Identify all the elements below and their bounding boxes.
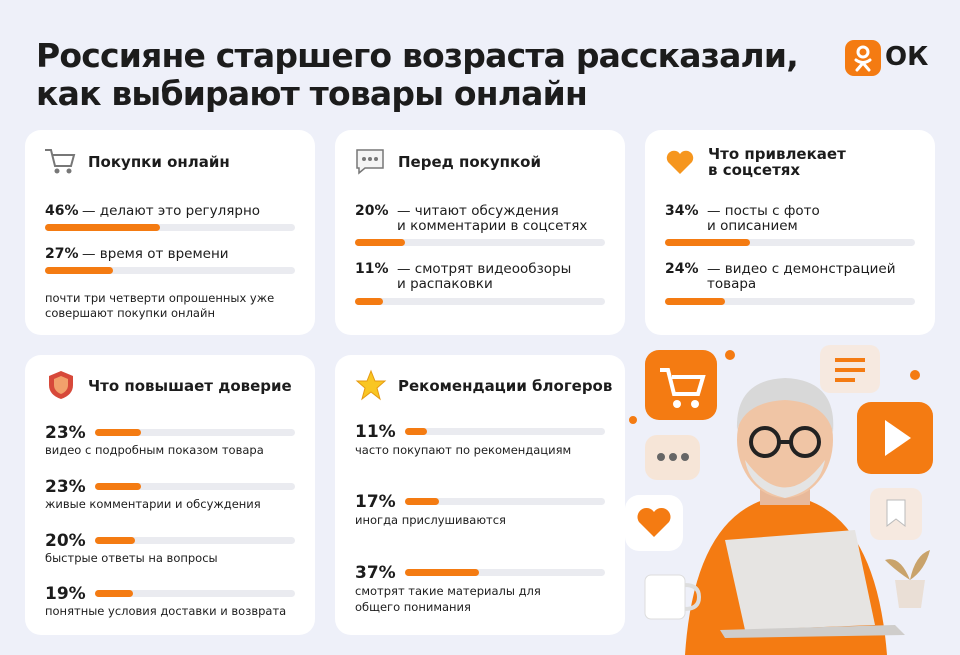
item-text: видео с подробным показом товара [45,443,264,457]
item-text: общего понимания [355,600,471,614]
bar [95,483,141,490]
item-text: и описанием [707,218,798,234]
item-text: — видео с демонстрацией [707,261,896,277]
bar-track [405,498,605,505]
bar-track [45,224,295,231]
bar-track [355,298,605,305]
card-title: Рекомендации блогеров [398,377,613,395]
icon-shield [49,371,73,399]
title-line: Россияне старшего возраста рассказали, [36,36,799,75]
bar [95,429,141,436]
item-text: — время от времени [82,246,229,262]
bar-track [95,483,295,490]
bar-track [405,569,605,576]
title-line: как выбирают товары онлайн [36,74,588,113]
percent: 11% [355,261,389,277]
note: совершают покупки онлайн [45,306,215,320]
bar-track [665,239,915,246]
card-title: Что привлекает [708,145,846,163]
card: Что повышает доверие 23% видео с подробн… [25,355,315,635]
bar-track [665,298,915,305]
card: Покупки онлайн 46% — делают это регулярн… [25,130,315,335]
bar [405,428,427,435]
item-text: и распаковки [397,276,493,292]
percent: 27% [45,246,79,262]
bar [95,537,135,544]
percent: 11% [355,422,396,442]
bar [95,590,133,597]
bar [45,224,160,231]
illustration [625,345,933,655]
logo-text: ОК [885,42,929,72]
percent: 37% [355,563,396,583]
icon-chat [356,149,384,175]
card-title: Что повышает доверие [88,377,292,395]
card: Перед покупкой 20% — читают обсуждения и… [335,130,625,335]
bar-track [95,590,295,597]
item-text: — посты с фото [707,203,820,219]
card-title: в соцсетях [708,161,801,179]
bar [45,267,113,274]
item-text: товара [707,276,757,292]
percent: 20% [355,203,389,219]
bar [355,239,405,246]
percent: 23% [45,423,86,443]
bar-track [355,239,605,246]
item-text: живые комментарии и обсуждения [45,497,261,511]
item-text: быстрые ответы на вопросы [45,551,218,565]
percent: 20% [45,531,86,551]
note: почти три четверти опрошенных уже [45,291,275,305]
percent: 23% [45,477,86,497]
item-text: часто покупают по рекомендациям [355,443,572,457]
icon-cart [45,149,76,174]
icon-heart [666,150,694,174]
bar [405,569,479,576]
icon-star [355,369,387,401]
card-title: Покупки онлайн [88,153,230,171]
item-text: — читают обсуждения [397,203,559,219]
item-text: — делают это регулярно [82,203,261,219]
percent: 34% [665,203,699,219]
item-text: и комментарии в соцсетях [397,218,588,234]
logo-glyph [854,45,872,72]
bar [355,298,383,305]
card: Рекомендации блогеров 11% часто покупают… [335,355,625,635]
bar-track [95,429,295,436]
bar [665,298,725,305]
logo-icon [845,40,881,76]
item-text: иногда прислушиваются [355,513,506,527]
percent: 19% [45,584,86,604]
bar [405,498,439,505]
bar [665,239,750,246]
percent: 17% [355,492,396,512]
item-text: смотрят такие материалы для [355,584,541,598]
bar-track [405,428,605,435]
bar-track [45,267,295,274]
percent: 24% [665,261,699,277]
card: Что привлекает в соцсетях 34% — посты с … [645,130,935,335]
item-text: понятные условия доставки и возврата [45,604,287,618]
bar-track [95,537,295,544]
percent: 46% [45,203,79,219]
card-title: Перед покупкой [398,153,541,171]
item-text: — смотрят видеообзоры [397,261,572,277]
